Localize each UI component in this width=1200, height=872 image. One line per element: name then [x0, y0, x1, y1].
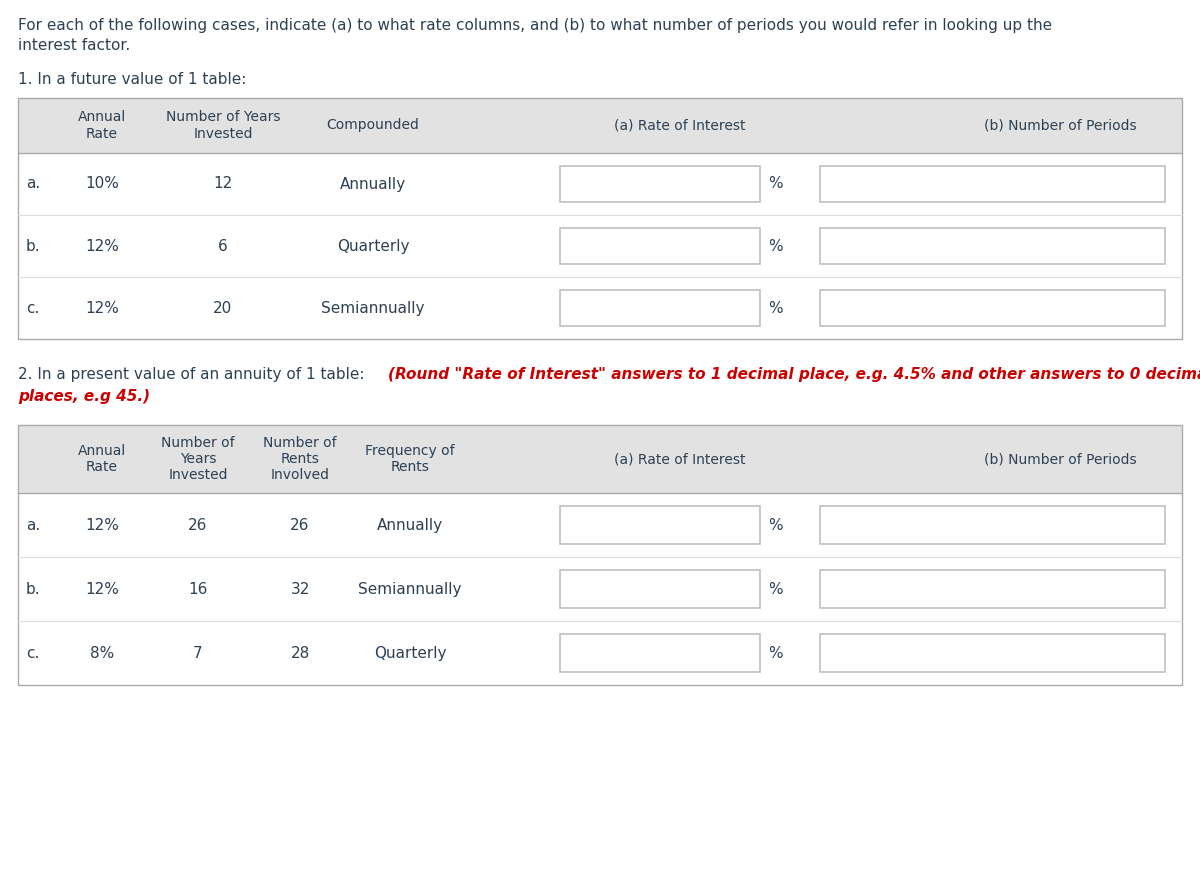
Text: c.: c.	[26, 301, 40, 316]
Bar	[18, 425, 1182, 493]
Text: 26: 26	[188, 517, 208, 533]
Bar	[820, 634, 1165, 672]
Text: 26: 26	[290, 517, 310, 533]
Text: 16: 16	[188, 582, 208, 596]
Text: %: %	[768, 239, 782, 254]
Text: a.: a.	[26, 176, 41, 192]
Text: places, e.g 45.): places, e.g 45.)	[18, 389, 150, 404]
Text: %: %	[768, 517, 782, 533]
Text: 12%: 12%	[85, 582, 119, 596]
Text: Annual
Rate: Annual Rate	[78, 111, 126, 140]
Text: b.: b.	[26, 582, 41, 596]
Bar	[560, 228, 760, 264]
Text: (b) Number of Periods: (b) Number of Periods	[984, 452, 1136, 466]
Text: 1. In a future value of 1 table:: 1. In a future value of 1 table:	[18, 72, 246, 87]
Text: For each of the following cases, indicate (a) to what rate columns, and (b) to w: For each of the following cases, indicat…	[18, 18, 1052, 33]
Bar	[560, 290, 760, 326]
Text: 32: 32	[290, 582, 310, 596]
Bar	[18, 98, 1182, 339]
Text: %: %	[768, 645, 782, 660]
Text: 6: 6	[218, 239, 228, 254]
Bar	[18, 98, 1182, 153]
Text: 10%: 10%	[85, 176, 119, 192]
Text: 20: 20	[214, 301, 233, 316]
Text: 28: 28	[290, 645, 310, 660]
Text: 2. In a present value of an annuity of 1 table:: 2. In a present value of an annuity of 1…	[18, 367, 370, 382]
Text: Semiannually: Semiannually	[359, 582, 462, 596]
Text: 12%: 12%	[85, 301, 119, 316]
Text: %: %	[768, 582, 782, 596]
Text: a.: a.	[26, 517, 41, 533]
Text: Number of Years
Invested: Number of Years Invested	[166, 111, 281, 140]
Bar	[560, 570, 760, 608]
Text: 12%: 12%	[85, 517, 119, 533]
Bar	[560, 506, 760, 544]
Text: Quarterly: Quarterly	[373, 645, 446, 660]
Text: Number of
Rents
Involved: Number of Rents Involved	[263, 436, 337, 482]
Text: interest factor.: interest factor.	[18, 38, 131, 53]
Bar	[820, 228, 1165, 264]
Text: b.: b.	[26, 239, 41, 254]
Text: c.: c.	[26, 645, 40, 660]
Text: 8%: 8%	[90, 645, 114, 660]
Text: %: %	[768, 176, 782, 192]
Text: Annual
Rate: Annual Rate	[78, 444, 126, 474]
Text: Number of
Years
Invested: Number of Years Invested	[161, 436, 235, 482]
Text: %: %	[768, 301, 782, 316]
Bar	[820, 570, 1165, 608]
Text: Semiannually: Semiannually	[322, 301, 425, 316]
Text: 12: 12	[214, 176, 233, 192]
Bar	[820, 166, 1165, 202]
Text: Compounded: Compounded	[326, 119, 420, 133]
Bar	[18, 425, 1182, 685]
Bar	[820, 506, 1165, 544]
Text: Annually: Annually	[377, 517, 443, 533]
Bar	[560, 166, 760, 202]
Text: 7: 7	[193, 645, 203, 660]
Text: (a) Rate of Interest: (a) Rate of Interest	[614, 452, 745, 466]
Text: Quarterly: Quarterly	[337, 239, 409, 254]
Text: 12%: 12%	[85, 239, 119, 254]
Text: Annually: Annually	[340, 176, 406, 192]
Text: Frequency of
Rents: Frequency of Rents	[365, 444, 455, 474]
Bar	[560, 634, 760, 672]
Text: (a) Rate of Interest: (a) Rate of Interest	[614, 119, 745, 133]
Bar	[820, 290, 1165, 326]
Text: (Round "Rate of Interest" answers to 1 decimal place, e.g. 4.5% and other answer: (Round "Rate of Interest" answers to 1 d…	[388, 367, 1200, 382]
Text: (b) Number of Periods: (b) Number of Periods	[984, 119, 1136, 133]
